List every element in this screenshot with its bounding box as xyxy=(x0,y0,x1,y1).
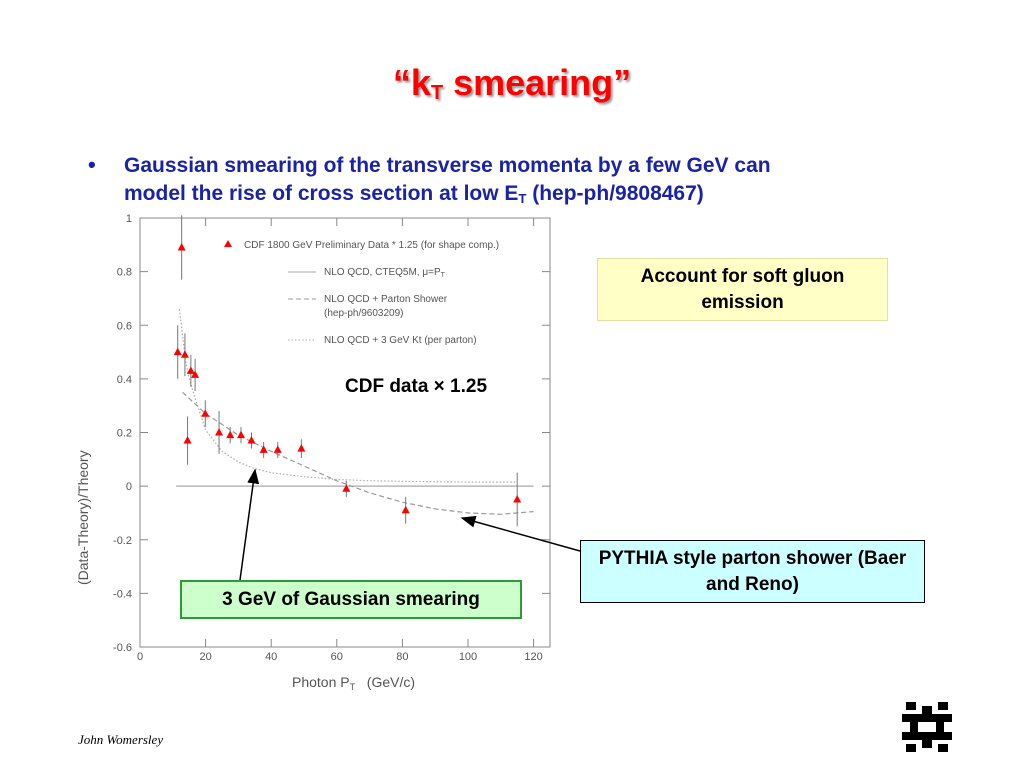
bullet-line-2-sub: T xyxy=(518,191,527,206)
data-point xyxy=(259,445,268,453)
legend-marker-data xyxy=(224,240,232,247)
footer-author: John Womersley xyxy=(78,732,164,747)
chart-curves xyxy=(176,309,534,515)
y-tick-label: 0 xyxy=(126,481,132,493)
data-point xyxy=(226,430,235,439)
y-tick-label: 0.2 xyxy=(117,428,132,440)
data-point xyxy=(513,495,522,503)
y-axis-label: (Data-Theory)/Theory xyxy=(75,450,91,585)
bullet-line-2-post: (hep-ph/9808467) xyxy=(526,182,704,205)
data-point xyxy=(401,505,410,514)
bullet-line-2-pre: model the rise of cross section at low E xyxy=(124,182,519,205)
y-tick-label: -0.6 xyxy=(113,642,132,654)
y-tick-label: -0.4 xyxy=(113,588,132,600)
data-point xyxy=(186,366,195,374)
data-point xyxy=(180,350,189,358)
curve-dashed xyxy=(182,391,534,515)
fermilab-logo-icon xyxy=(902,702,952,752)
y-tick-label: 0.8 xyxy=(117,267,132,279)
x-tick-label: 100 xyxy=(459,651,477,663)
chart-svg: 0 20 40 60 80 100 120 -0.6 -0.4 -0.2 0 0.2 0.4 0.6 0.8… xyxy=(60,205,580,700)
data-point xyxy=(177,242,186,251)
y-tick-label: -0.2 xyxy=(113,535,132,547)
data-point xyxy=(237,430,246,439)
data-point xyxy=(247,436,256,444)
data-point xyxy=(297,444,306,452)
chart-points xyxy=(173,215,522,527)
legend-label-kt: NLO QCD + 3 GeV Kt (per parton) xyxy=(324,335,477,346)
data-point xyxy=(215,428,224,436)
x-axis-label-main: Photon P xyxy=(292,674,350,690)
legend-label-nlo: NLO QCD, CTEQ5M, μ=PT xyxy=(324,267,446,279)
pythia-callout: PYTHIA style parton shower (Baer and Ren… xyxy=(580,540,925,603)
chart-axes: 0 20 40 60 80 100 120 -0.6 -0.4 -0.2 0 0.2 0.4 0.6 0.8… xyxy=(113,213,551,663)
title-subscript: T xyxy=(430,82,444,104)
bullet-icon: • xyxy=(88,152,96,177)
cdf-data-label: CDF data × 1.25 xyxy=(345,376,488,397)
legend-label-nlo-sub: T xyxy=(441,272,446,279)
y-tick-label: 0.6 xyxy=(117,320,132,332)
data-point xyxy=(273,445,282,453)
x-tick-label: 60 xyxy=(331,651,343,663)
x-tick-label: 40 xyxy=(265,651,277,663)
title-pre: “k xyxy=(392,62,431,103)
curve-dotted xyxy=(178,309,518,483)
bullet-line-1: Gaussian smearing of the transverse mome… xyxy=(124,154,771,177)
legend-label-data: CDF 1800 GeV Preliminary Data * 1.25 (fo… xyxy=(244,240,499,251)
legend-label-shower: NLO QCD + Parton Shower xyxy=(324,294,448,305)
title-post: smearing” xyxy=(443,62,632,103)
x-axis-label-unit: (GeV/c) xyxy=(355,674,415,690)
x-axis-label: Photon PT (GeV/c) xyxy=(292,674,415,692)
data-point xyxy=(183,436,192,444)
chart-legend: CDF 1800 GeV Preliminary Data * 1.25 (fo… xyxy=(224,240,499,346)
y-tick-label: 0.4 xyxy=(117,374,132,386)
x-tick-label: 120 xyxy=(524,651,542,663)
y-tick-label: 1 xyxy=(126,213,132,225)
x-tick-label: 20 xyxy=(199,651,211,663)
data-point xyxy=(342,484,351,492)
legend-label-shower-ref: (hep-ph/9603209) xyxy=(324,308,404,319)
data-point xyxy=(173,347,182,356)
gaussian-smearing-callout: 3 GeV of Gaussian smearing xyxy=(180,580,522,619)
data-point xyxy=(191,370,200,378)
data-point xyxy=(201,409,210,417)
x-tick-label: 80 xyxy=(396,651,408,663)
chart: 0 20 40 60 80 100 120 -0.6 -0.4 -0.2 0 0.2 0.4 0.6 0.8… xyxy=(60,205,580,700)
soft-gluon-callout: Account for soft gluon emission xyxy=(597,258,888,321)
x-axis-label-sub: T xyxy=(350,682,356,692)
slide-title: “kT smearing” xyxy=(0,62,1024,105)
bullet-text: Gaussian smearing of the transverse mome… xyxy=(124,152,884,213)
x-tick-label: 0 xyxy=(137,651,143,663)
